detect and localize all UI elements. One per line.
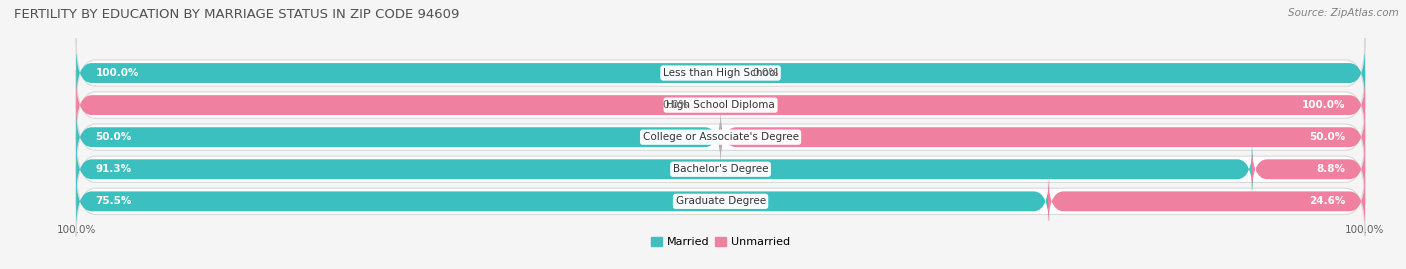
Text: College or Associate's Degree: College or Associate's Degree: [643, 132, 799, 142]
Text: 24.6%: 24.6%: [1309, 196, 1346, 206]
FancyBboxPatch shape: [76, 44, 1365, 102]
FancyBboxPatch shape: [76, 166, 1365, 236]
FancyBboxPatch shape: [76, 102, 1365, 172]
Text: 100.0%: 100.0%: [1302, 100, 1346, 110]
FancyBboxPatch shape: [76, 134, 1365, 204]
Text: 0.0%: 0.0%: [752, 68, 779, 78]
FancyBboxPatch shape: [1251, 141, 1365, 198]
Text: 75.5%: 75.5%: [96, 196, 132, 206]
Text: 91.3%: 91.3%: [96, 164, 132, 174]
Text: High School Diploma: High School Diploma: [666, 100, 775, 110]
FancyBboxPatch shape: [720, 109, 1365, 166]
Text: 50.0%: 50.0%: [1309, 132, 1346, 142]
Text: Graduate Degree: Graduate Degree: [675, 196, 766, 206]
FancyBboxPatch shape: [76, 141, 1253, 198]
FancyBboxPatch shape: [76, 109, 720, 166]
Text: 50.0%: 50.0%: [96, 132, 132, 142]
FancyBboxPatch shape: [76, 70, 1365, 140]
FancyBboxPatch shape: [1047, 173, 1365, 230]
Text: 0.0%: 0.0%: [662, 100, 689, 110]
Text: FERTILITY BY EDUCATION BY MARRIAGE STATUS IN ZIP CODE 94609: FERTILITY BY EDUCATION BY MARRIAGE STATU…: [14, 8, 460, 21]
Text: Bachelor's Degree: Bachelor's Degree: [673, 164, 768, 174]
Text: 100.0%: 100.0%: [96, 68, 139, 78]
FancyBboxPatch shape: [76, 77, 1365, 134]
Legend: Married, Unmarried: Married, Unmarried: [647, 233, 794, 252]
FancyBboxPatch shape: [76, 38, 1365, 108]
FancyBboxPatch shape: [76, 173, 1049, 230]
Text: 8.8%: 8.8%: [1316, 164, 1346, 174]
Text: Less than High School: Less than High School: [664, 68, 778, 78]
Text: Source: ZipAtlas.com: Source: ZipAtlas.com: [1288, 8, 1399, 18]
